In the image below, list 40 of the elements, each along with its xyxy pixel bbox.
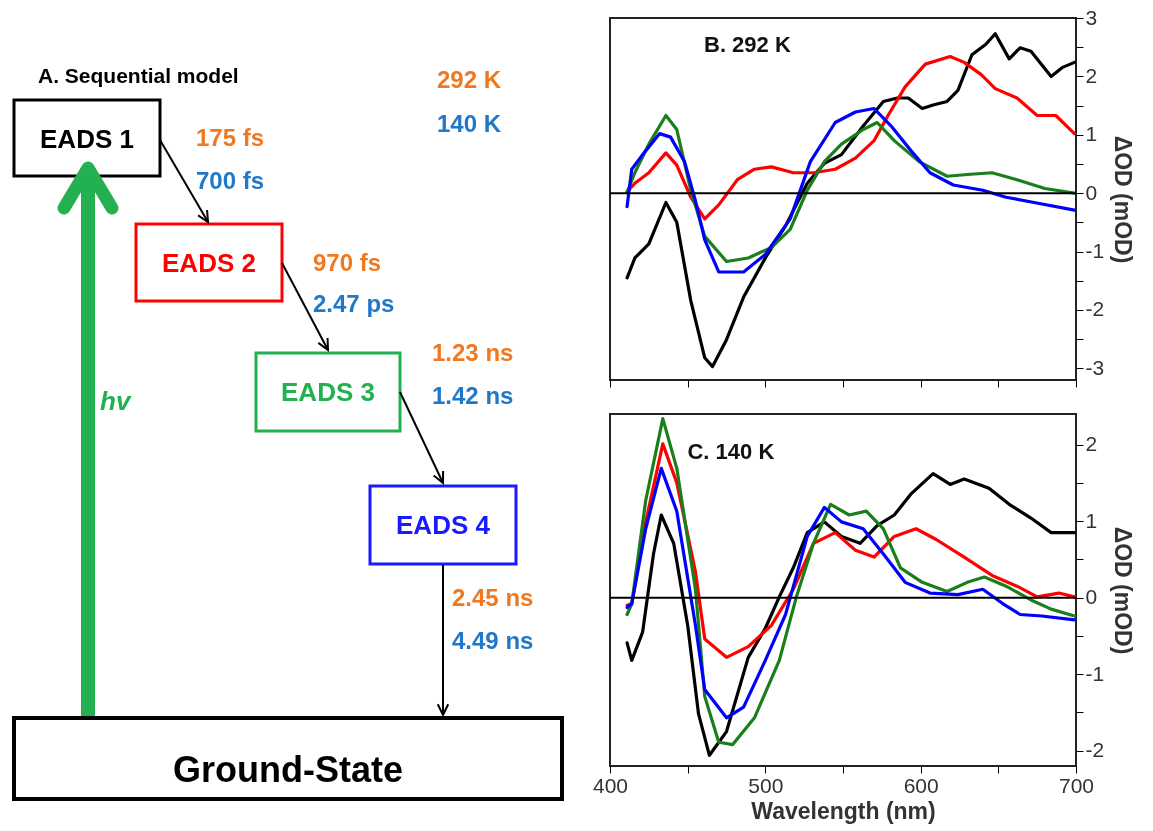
y-tick-label: -2 xyxy=(1085,738,1105,762)
x-tick-label: 600 xyxy=(903,773,939,797)
x-tick-label: 700 xyxy=(1058,773,1095,797)
text: EADS 1 xyxy=(40,124,134,154)
y-tick-label: -1 xyxy=(1085,661,1105,685)
text: Ground-State xyxy=(173,749,403,790)
y-tick-label: 0 xyxy=(1085,180,1098,204)
text: 700 fs xyxy=(196,167,265,194)
text: EADS 4 xyxy=(396,510,491,540)
text: 970 fs xyxy=(313,249,382,276)
text: 1.23 ns xyxy=(432,339,514,366)
text: 292 K xyxy=(437,66,502,93)
y-tick-label: 2 xyxy=(1085,432,1098,456)
text: EADS 3 xyxy=(281,377,375,407)
text: 2.47 ps xyxy=(313,290,395,317)
line-series xyxy=(625,54,1076,221)
line-series xyxy=(625,416,1076,747)
y-tick-label: -3 xyxy=(1085,355,1105,379)
text: B. 292 K xyxy=(704,32,791,57)
text: 2.45 ns xyxy=(452,584,534,611)
y-tick-label: 3 xyxy=(1085,5,1098,29)
y-tick-label: -1 xyxy=(1085,239,1105,263)
text: 140 K xyxy=(437,110,502,137)
text: EADS 2 xyxy=(162,248,256,278)
y-tick-label: 1 xyxy=(1085,122,1098,146)
y-tick-label: 2 xyxy=(1085,63,1098,87)
y-axis-title: ΔOD (mOD) xyxy=(1110,526,1137,655)
y-tick-label: -2 xyxy=(1085,297,1105,321)
y-axis-title: ΔOD (mOD) xyxy=(1110,135,1137,264)
text: C. 140 K xyxy=(687,439,775,464)
x-tick-label: 500 xyxy=(748,773,784,797)
x-axis-title: Wavelength (nm) xyxy=(751,797,936,824)
y-tick-label: 1 xyxy=(1085,508,1098,532)
text: 175 fs xyxy=(196,124,265,151)
y-tick-label: 0 xyxy=(1085,585,1098,609)
text: A. Sequential model xyxy=(38,64,239,87)
text: hv xyxy=(100,386,132,416)
text: 1.42 ns xyxy=(432,382,514,409)
x-tick-label: 400 xyxy=(592,773,629,797)
text: 4.49 ns xyxy=(452,627,534,654)
